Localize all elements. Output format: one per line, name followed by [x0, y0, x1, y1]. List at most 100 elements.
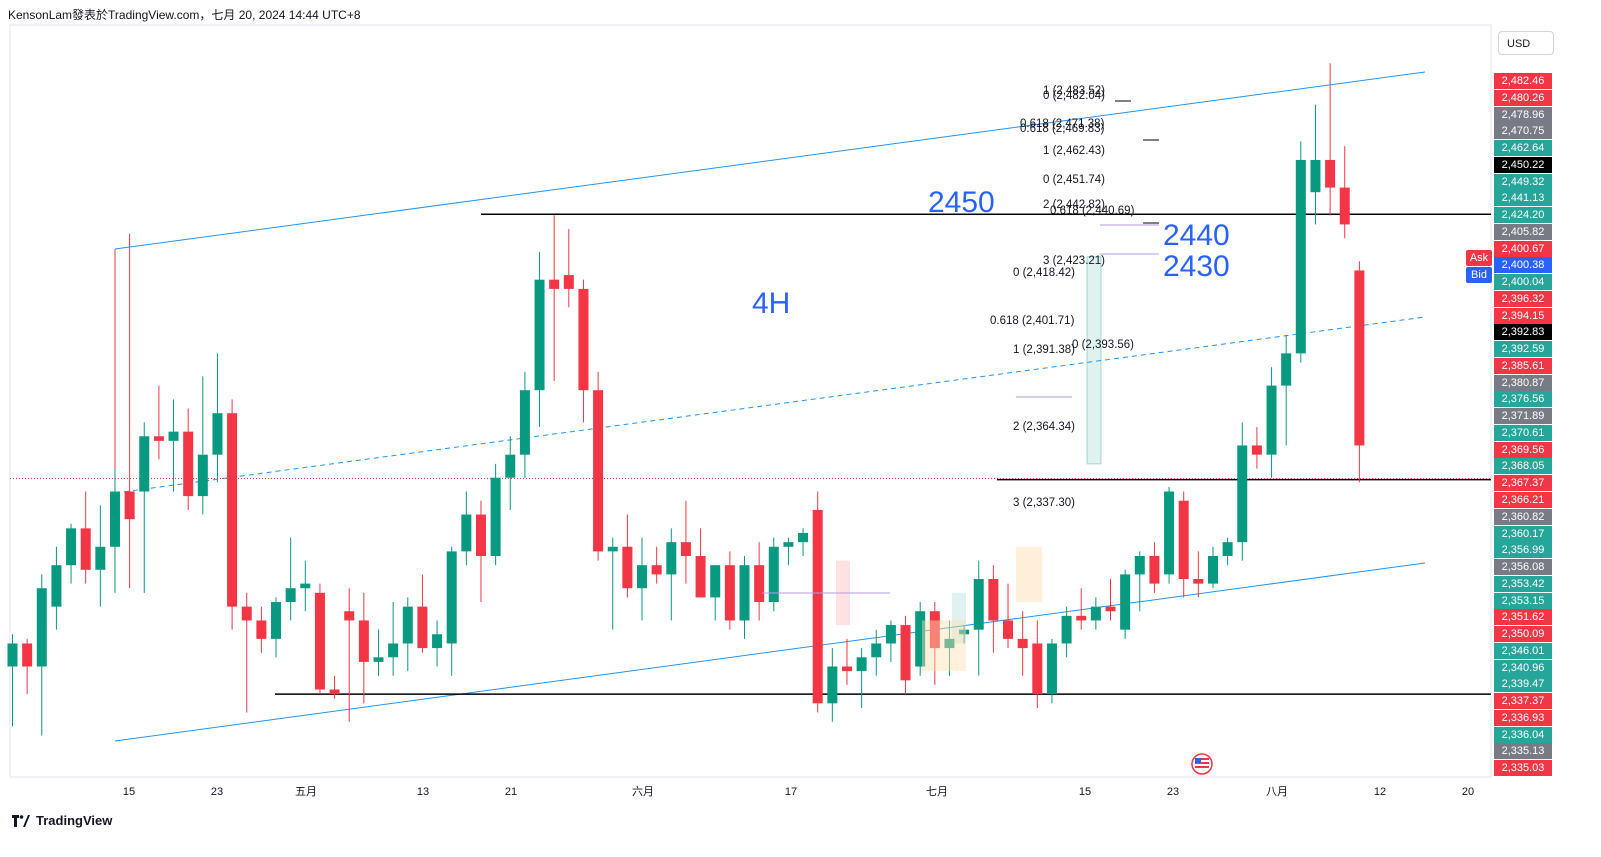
candle-body — [885, 625, 896, 644]
candle-body — [724, 565, 735, 621]
price-scale-tag: 2,350.09 — [1494, 626, 1552, 643]
candle-body — [1295, 159, 1306, 354]
candle-body — [637, 565, 648, 589]
candle-body — [212, 413, 223, 455]
candle-body — [417, 606, 428, 649]
candle-body — [1149, 555, 1160, 584]
candle-body — [768, 546, 779, 603]
price-scale-tag: 2,424.20 — [1494, 207, 1552, 224]
candle-body — [988, 579, 999, 621]
price-scale-tag: 2,367.37 — [1494, 475, 1552, 492]
time-axis-label: 15 — [123, 786, 135, 798]
candle-body — [227, 413, 238, 607]
candle-body — [1178, 500, 1189, 580]
candle-body — [22, 643, 33, 667]
candle-body — [124, 491, 135, 520]
price-scale-tag: 2,369.56 — [1494, 441, 1552, 458]
time-axis-label: 20 — [1462, 786, 1474, 798]
footer-brand[interactable]: TradingView — [12, 813, 112, 828]
price-scale-tag: 2,392.83 — [1494, 324, 1552, 341]
candle-body — [1310, 159, 1321, 193]
price-scale-tag: 2,356.08 — [1494, 559, 1552, 576]
price-scale-tag: 2,337.37 — [1494, 693, 1552, 710]
candle-body — [841, 666, 852, 672]
fib-label: 0 (2,451.74) — [1043, 174, 1105, 186]
candle-body — [505, 454, 516, 478]
price-scale-tag: 2,370.61 — [1494, 424, 1552, 441]
plot-area[interactable] — [9, 24, 1492, 778]
time-axis-label: 23 — [1167, 786, 1179, 798]
fib-label: 3 (2,423.21) — [1043, 255, 1105, 267]
candle-body — [680, 542, 691, 556]
channel-lower-line — [114, 562, 1426, 742]
price-scale-tag: 2,400.67 — [1494, 240, 1552, 257]
price-scale-tag: 2,394.15 — [1494, 307, 1552, 324]
candle-body — [1281, 353, 1292, 386]
candle-body — [973, 579, 984, 630]
price-scale-tag: 2,400.04 — [1494, 274, 1552, 291]
candle-body — [314, 592, 325, 690]
candle-body — [944, 638, 955, 649]
candle-body — [388, 643, 399, 658]
candle-body — [256, 620, 267, 639]
price-scale-tag: 2,480.26 — [1494, 89, 1552, 106]
candle-body — [1251, 445, 1262, 455]
price-scale-tag: 2,356.99 — [1494, 542, 1552, 559]
candle-body — [183, 431, 194, 497]
price-scale-tag: 2,366.21 — [1494, 492, 1552, 508]
candle-body — [1046, 643, 1057, 695]
candle-body — [607, 546, 618, 552]
candle-body — [344, 611, 355, 621]
candle-body — [95, 546, 106, 570]
time-axis-label: 23 — [211, 786, 223, 798]
time-axis-label: 12 — [1374, 786, 1386, 798]
candle-body — [534, 279, 545, 391]
currency-selector[interactable]: USD — [1498, 31, 1554, 55]
timeframe-label: 4H — [752, 287, 790, 320]
candle-body — [358, 620, 369, 662]
price-scale-tag: 2,376.56 — [1494, 391, 1552, 408]
candle-body — [1017, 638, 1028, 649]
price-scale-tag: 2,368.05 — [1494, 458, 1552, 475]
price-scale-tag: 2,441.13 — [1494, 190, 1552, 207]
candle-body — [519, 390, 530, 455]
price-scale-tag: 2,478.96 — [1494, 106, 1552, 123]
candle-body — [285, 588, 296, 603]
fib-drawings[interactable] — [762, 100, 1159, 672]
candle-body — [51, 565, 62, 607]
price-scale-tag: 2,450.22 — [1494, 156, 1552, 173]
candle-body — [1237, 445, 1248, 543]
candle-body — [710, 565, 721, 598]
time-axis-label: 五月 — [295, 786, 317, 798]
candle-body — [959, 629, 970, 635]
time-axis-label: 六月 — [632, 785, 654, 798]
candle-body — [1164, 491, 1175, 575]
price-scale-tag: 2,371.89 — [1494, 408, 1552, 425]
candle-body — [109, 491, 120, 547]
us-event-flag-icon[interactable] — [1191, 753, 1213, 775]
candle-body — [929, 611, 940, 649]
candle-body — [622, 546, 633, 589]
regression-channel[interactable] — [114, 71, 1426, 742]
candle-body — [812, 509, 823, 704]
candlestick-series[interactable] — [7, 63, 1365, 736]
candle-body — [1222, 542, 1233, 556]
price-scale-tag: 2,353.42 — [1494, 575, 1552, 592]
candle-body — [915, 611, 926, 667]
fib-zone-box — [952, 592, 966, 644]
price-scale-tag: 2,340.96 — [1494, 659, 1552, 676]
candle-body — [783, 542, 794, 547]
candle-body — [461, 514, 472, 552]
fib-label: 0.618 (2,469.83) — [1020, 123, 1105, 135]
fib-zone-box — [1086, 256, 1102, 465]
candle-body — [666, 542, 677, 575]
candle-body — [490, 477, 501, 556]
candle-body — [651, 565, 662, 575]
price-scale-tag: 2,462.64 — [1494, 140, 1552, 157]
price-scale-tag: 2,385.61 — [1494, 357, 1552, 374]
fib-label: 0.618 (2,401.71) — [990, 315, 1075, 327]
fib-label: 0 (2,482.04) — [1043, 90, 1105, 102]
candle-body — [329, 689, 340, 695]
candle-body — [1207, 555, 1218, 584]
